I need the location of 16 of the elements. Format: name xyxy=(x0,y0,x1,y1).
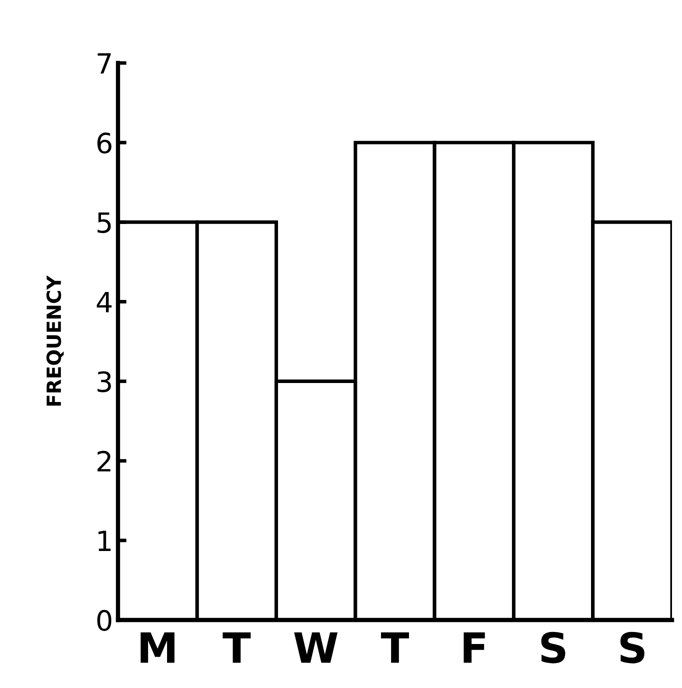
x-tick-label: T xyxy=(222,632,251,663)
y-tick-label: 4 xyxy=(96,292,112,312)
x-tick-label: W xyxy=(294,632,338,663)
y-tick-label: 0 xyxy=(97,610,112,631)
y-axis-title: FREQUENCY xyxy=(46,275,64,406)
y-tick-label: 1 xyxy=(98,530,111,551)
y-tick-label: 5 xyxy=(98,212,111,234)
x-tick-label: M xyxy=(140,632,174,663)
y-tick-label: 6 xyxy=(97,132,112,154)
x-tick-label: S xyxy=(541,632,566,664)
x-tick-label: T xyxy=(380,632,409,663)
x-tick-label: S xyxy=(620,632,644,664)
y-tick-label: 7 xyxy=(98,53,111,74)
y-tick-label: 3 xyxy=(98,371,111,392)
y-tick-label: 2 xyxy=(98,450,110,472)
x-tick-label: F xyxy=(464,632,485,663)
